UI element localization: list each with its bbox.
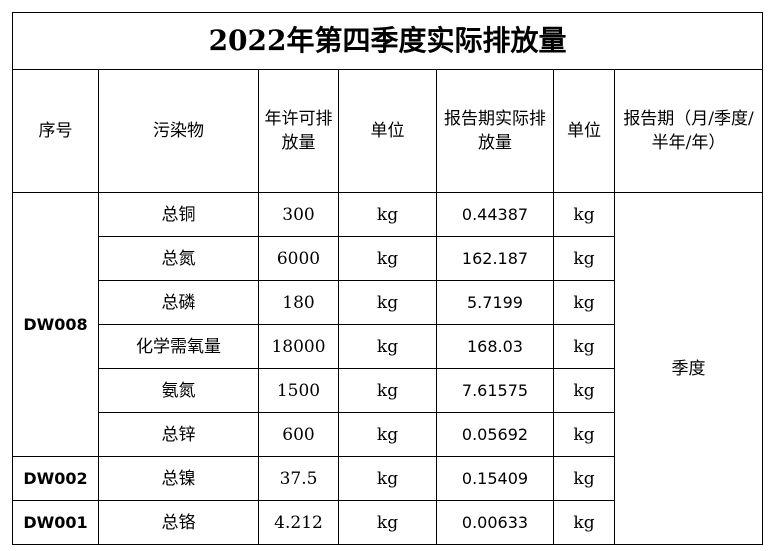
- emission-table: 2022年第四季度实际排放量 序号 污染物 年许可排放量 单位 报告期实际排放量 单位 报告…: [11, 12, 764, 545]
- data-cell: 0.15409: [436, 456, 554, 501]
- title-row: 2022年第四季度实际排放量: [11, 12, 764, 70]
- data-cell: 总镍: [98, 456, 259, 501]
- data-cell: 化学需氧量: [98, 324, 259, 369]
- data-row: DW001 总铬 4.212 kg 0.00633 kg: [12, 500, 763, 545]
- data-row: DW008 总铜 300 kg 0.44387 kg 季度: [12, 192, 764, 545]
- data-cell: kg: [338, 324, 437, 369]
- data-cell: 0.05692: [436, 412, 554, 457]
- data-cell: kg: [553, 192, 615, 237]
- data-row: 总磷 180 kg 5.7199 kg: [13, 280, 763, 325]
- data-cell: 4.212: [258, 500, 339, 545]
- outlet-id: DW008: [12, 192, 99, 457]
- header-cell: 单位: [338, 69, 437, 193]
- data-cell: kg: [338, 412, 437, 457]
- header-cell: 单位: [553, 69, 615, 193]
- outlet-id: DW001: [12, 500, 99, 545]
- table-body: 2022年第四季度实际排放量 序号 污染物 年许可排放量 单位 报告期实际排放量 单位 报告…: [11, 12, 764, 545]
- data-cell: 总铬: [98, 500, 259, 545]
- data-cell: kg: [553, 368, 615, 413]
- data-row: 氨氮 1500 kg 7.61575 kg: [13, 368, 763, 413]
- data-row: 总氮 6000 kg 162.187 kg: [13, 236, 763, 281]
- data-cell: 6000: [258, 236, 339, 281]
- data-cell: kg: [553, 412, 615, 457]
- data-cell: 总磷: [98, 280, 259, 325]
- data-cell: kg: [338, 236, 437, 281]
- data-cell: kg: [338, 280, 437, 325]
- data-cell: 0.44387: [436, 192, 554, 237]
- data-cell: kg: [553, 280, 615, 325]
- header-row: 序号 污染物 年许可排放量 单位 报告期实际排放量 单位 报告期（月/季度/半年/年）: [12, 69, 764, 193]
- data-cell: kg: [338, 192, 437, 237]
- data-cell: 总氮: [98, 236, 259, 281]
- data-cell: 氨氮: [98, 368, 259, 413]
- data-row: DW002 总镍 37.5 kg 0.15409 kg: [12, 456, 763, 501]
- data-cell: 37.5: [258, 456, 339, 501]
- period-cell: 季度: [613, 192, 764, 545]
- data-cell: 5.7199: [436, 280, 554, 325]
- data-cell: kg: [338, 368, 437, 413]
- data-cell: kg: [553, 456, 615, 501]
- data-cell: kg: [553, 236, 615, 281]
- data-cell: kg: [338, 500, 437, 545]
- data-cell: 7.61575: [436, 368, 554, 413]
- data-cell: 180: [258, 280, 339, 325]
- data-cell: 168.03: [436, 324, 554, 369]
- data-cell: kg: [553, 324, 615, 369]
- data-cell: 162.187: [436, 236, 554, 281]
- header-cell: 年许可排放量: [258, 69, 339, 193]
- header-cell: 报告期（月/季度/半年/年）: [613, 69, 764, 193]
- data-cell: 0.00633: [436, 500, 554, 545]
- data-row: 总锌 600 kg 0.05692 kg: [13, 412, 763, 457]
- data-row: 化学需氧量 18000 kg 168.03 kg: [13, 324, 763, 369]
- header-cell: 序号: [12, 69, 99, 193]
- outlet-id: DW002: [12, 456, 99, 501]
- data-cell: kg: [553, 500, 615, 545]
- data-cell: 1500: [258, 368, 339, 413]
- data-cell: 总锌: [98, 412, 259, 457]
- header-cell: 报告期实际排放量: [436, 69, 554, 193]
- data-cell: 18000: [258, 324, 339, 369]
- header-cell: 污染物: [98, 69, 259, 193]
- data-cell: 600: [258, 412, 339, 457]
- table-title: 2022年第四季度实际排放量: [11, 12, 764, 70]
- data-cell: 300: [258, 192, 339, 237]
- data-cell: 总铜: [98, 192, 259, 237]
- data-cell: kg: [338, 456, 437, 501]
